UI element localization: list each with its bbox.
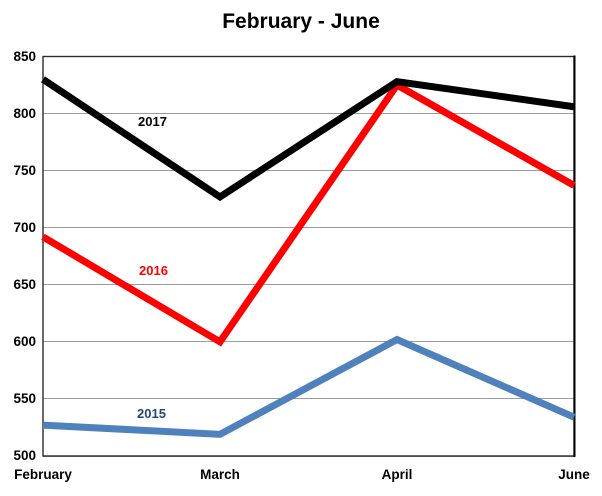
plot-border [42,55,575,457]
y-tick-label: 650 [13,276,36,292]
series-label-2016: 2016 [139,263,168,278]
series-label-2015: 2015 [137,406,166,421]
y-tick-label: 700 [13,219,36,235]
x-tick-label: June [558,467,590,482]
y-tick-label: 500 [13,448,36,463]
series-label-2017: 2017 [138,114,167,129]
y-tick-label: 800 [13,105,36,121]
y-tick-label: 600 [13,333,36,349]
chart-title: February - June [222,10,380,33]
y-tick-label: 550 [13,390,36,406]
x-tick-label: April [381,467,413,482]
y-tick-label: 850 [13,48,36,64]
x-tick-label: March [200,467,240,482]
series-line-2016 [41,80,576,347]
x-tick-label: February [14,467,72,482]
series-line-2015 [42,335,576,438]
y-tick-label: 750 [13,162,36,178]
series-line-2017 [41,76,575,202]
